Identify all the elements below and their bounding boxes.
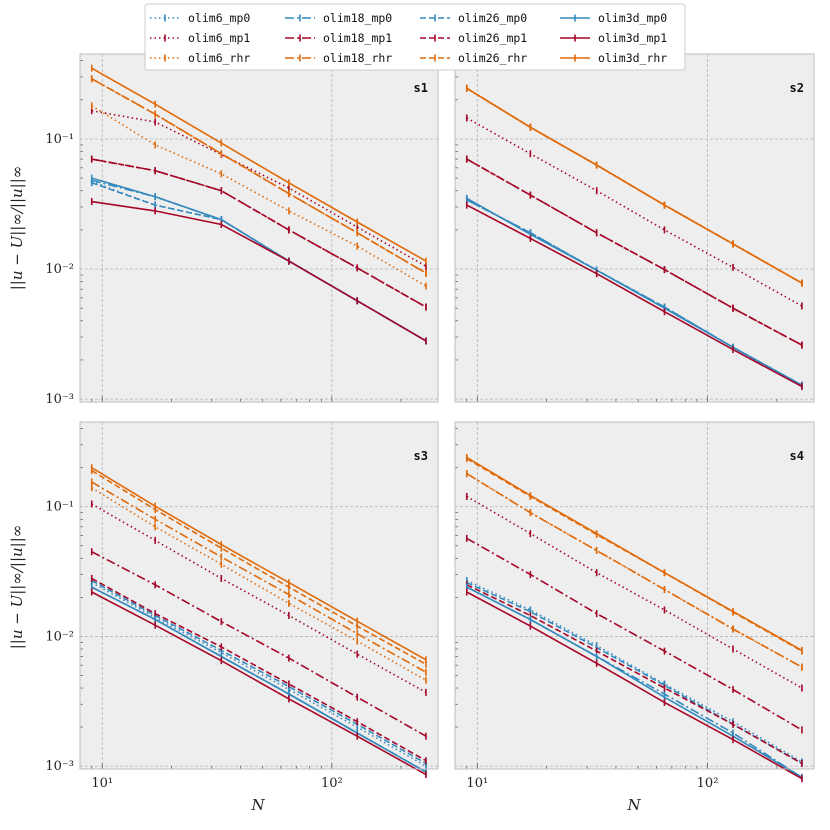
y-axis-label-top: ||u − U||∞/||u||∞ bbox=[8, 166, 26, 291]
legend-label: olim6_mp1 bbox=[188, 31, 250, 45]
y-tick-label: 10⁻³ bbox=[45, 759, 74, 774]
series-line-olim18_rhr bbox=[91, 481, 427, 673]
legend-label: olim18_mp0 bbox=[323, 11, 392, 25]
series-line-olim26_rhr bbox=[91, 469, 427, 665]
legend-label: olim6_mp0 bbox=[188, 11, 250, 25]
panel-label: s3 bbox=[414, 449, 428, 463]
legend-entry-olim3d_rhr: olim3d_rhr bbox=[560, 51, 667, 65]
x-tick-label: 10¹ bbox=[466, 776, 488, 791]
legend-entry-olim26_mp0: olim26_mp0 bbox=[420, 11, 527, 25]
plot-background bbox=[80, 422, 438, 769]
series-line-olim3d_rhr bbox=[91, 67, 427, 262]
legend-box bbox=[144, 3, 686, 71]
series-line-olim26_mp1 bbox=[466, 158, 803, 346]
y-tick-label: 10⁻³ bbox=[45, 392, 74, 407]
series-line-olim18_mp1 bbox=[91, 550, 427, 737]
legend-label: olim3d_mp0 bbox=[598, 11, 667, 25]
series-line-olim6_mp1 bbox=[466, 495, 803, 689]
series-line-olim6_rhr bbox=[91, 487, 427, 681]
legend-entry-olim3d_mp1: olim3d_mp1 bbox=[560, 31, 667, 45]
y-tick-label: 10⁻¹ bbox=[45, 500, 74, 515]
series-line-olim6_mp1 bbox=[91, 109, 427, 267]
legend-label: olim26_mp0 bbox=[458, 11, 527, 25]
plot-background bbox=[455, 54, 814, 402]
series-line-olim26_mp1 bbox=[91, 577, 427, 762]
series-group bbox=[90, 64, 427, 345]
legend-entry-olim18_rhr: olim18_rhr bbox=[285, 51, 392, 65]
series-group bbox=[465, 453, 803, 783]
series-line-olim3d_rhr bbox=[466, 87, 803, 284]
series-line-olim3d_mp0 bbox=[91, 586, 427, 773]
series-line-olim26_mp0 bbox=[466, 581, 803, 765]
legend-entry-olim3d_mp0: olim3d_mp0 bbox=[560, 11, 667, 25]
series-line-olim18_rhr bbox=[91, 78, 427, 274]
panel-label: s2 bbox=[790, 81, 804, 95]
x-tick-label: 10¹ bbox=[91, 776, 113, 791]
series-line-olim3d_mp0 bbox=[466, 586, 803, 778]
series-line-olim3d_mp1 bbox=[466, 204, 803, 388]
series-line-olim3d_mp1 bbox=[91, 591, 427, 776]
x-tick-label: 10² bbox=[321, 776, 343, 791]
panel-s2: s2 bbox=[454, 53, 815, 403]
series-line-olim6_rhr bbox=[91, 105, 427, 287]
series-line-olim6_mp0 bbox=[91, 581, 427, 767]
y-tick-label: 10⁻¹ bbox=[45, 132, 74, 147]
series-line-olim18_rhr bbox=[466, 472, 803, 668]
legend-label: olim18_rhr bbox=[323, 51, 392, 65]
plot-frame bbox=[79, 421, 439, 770]
series-line-olim3d_rhr bbox=[91, 467, 427, 661]
legend-entry-olim6_mp1: olim6_mp1 bbox=[150, 31, 250, 45]
series-line-olim26_mp1 bbox=[91, 158, 427, 308]
legend-entry-olim26_mp1: olim26_mp1 bbox=[420, 31, 527, 45]
axis-labels: N N ||u − U||∞/||u||∞ ||u − U||∞/||u||∞ bbox=[8, 166, 641, 814]
series-line-olim3d_rhr bbox=[466, 456, 803, 652]
plot-background bbox=[455, 422, 814, 769]
legend-entry-olim26_rhr: olim26_rhr bbox=[420, 51, 527, 65]
y-tick-label: 10⁻² bbox=[45, 629, 74, 644]
series-group bbox=[465, 84, 803, 390]
plot-background bbox=[80, 54, 438, 402]
series-group bbox=[90, 464, 427, 779]
series-line-olim3d_mp0 bbox=[466, 197, 803, 386]
y-tick-label: 10⁻² bbox=[45, 262, 74, 277]
series-line-olim18_mp1 bbox=[466, 537, 803, 731]
plot-frame bbox=[454, 421, 815, 770]
legend-entry-olim6_mp0: olim6_mp0 bbox=[150, 11, 250, 25]
legend-label: olim6_rhr bbox=[188, 51, 250, 65]
legend-entry-olim18_mp1: olim18_mp1 bbox=[285, 31, 392, 45]
panel-s1: 10⁻³ 10⁻² 10⁻¹ s1 bbox=[45, 53, 439, 407]
panel-s3: 10⁻³ 10⁻² 10⁻¹ 10¹ 10² s3 bbox=[45, 421, 439, 791]
x-tick-label: 10² bbox=[697, 776, 719, 791]
series-line-olim26_rhr bbox=[91, 78, 427, 274]
legend-entry-olim18_mp0: olim18_mp0 bbox=[285, 11, 392, 25]
legend-label: olim26_rhr bbox=[458, 51, 527, 65]
panel-label: s1 bbox=[414, 81, 428, 95]
legend-label: olim3d_rhr bbox=[598, 51, 667, 65]
series-line-olim3d_mp1 bbox=[466, 591, 803, 780]
panel-label: s4 bbox=[790, 449, 804, 463]
series-line-olim26_mp1 bbox=[466, 584, 803, 765]
x-axis-label-right: N bbox=[626, 796, 641, 814]
legend-label: olim18_mp1 bbox=[323, 31, 392, 45]
legend-entry-olim6_rhr: olim6_rhr bbox=[150, 51, 250, 65]
panel-s4: 10¹ 10² s4 bbox=[454, 421, 815, 791]
series-line-olim3d_mp1 bbox=[91, 200, 427, 342]
x-axis-label-left: N bbox=[250, 796, 265, 814]
legend: olim6_mp0olim6_mp1olim6_rhrolim18_mp0oli… bbox=[144, 3, 686, 71]
series-line-olim26_mp0 bbox=[91, 579, 427, 765]
legend-label: olim3d_mp1 bbox=[598, 31, 667, 45]
y-axis-label-bottom: ||u − U||∞/||u||∞ bbox=[8, 525, 26, 650]
legend-label: olim26_mp1 bbox=[458, 31, 527, 45]
